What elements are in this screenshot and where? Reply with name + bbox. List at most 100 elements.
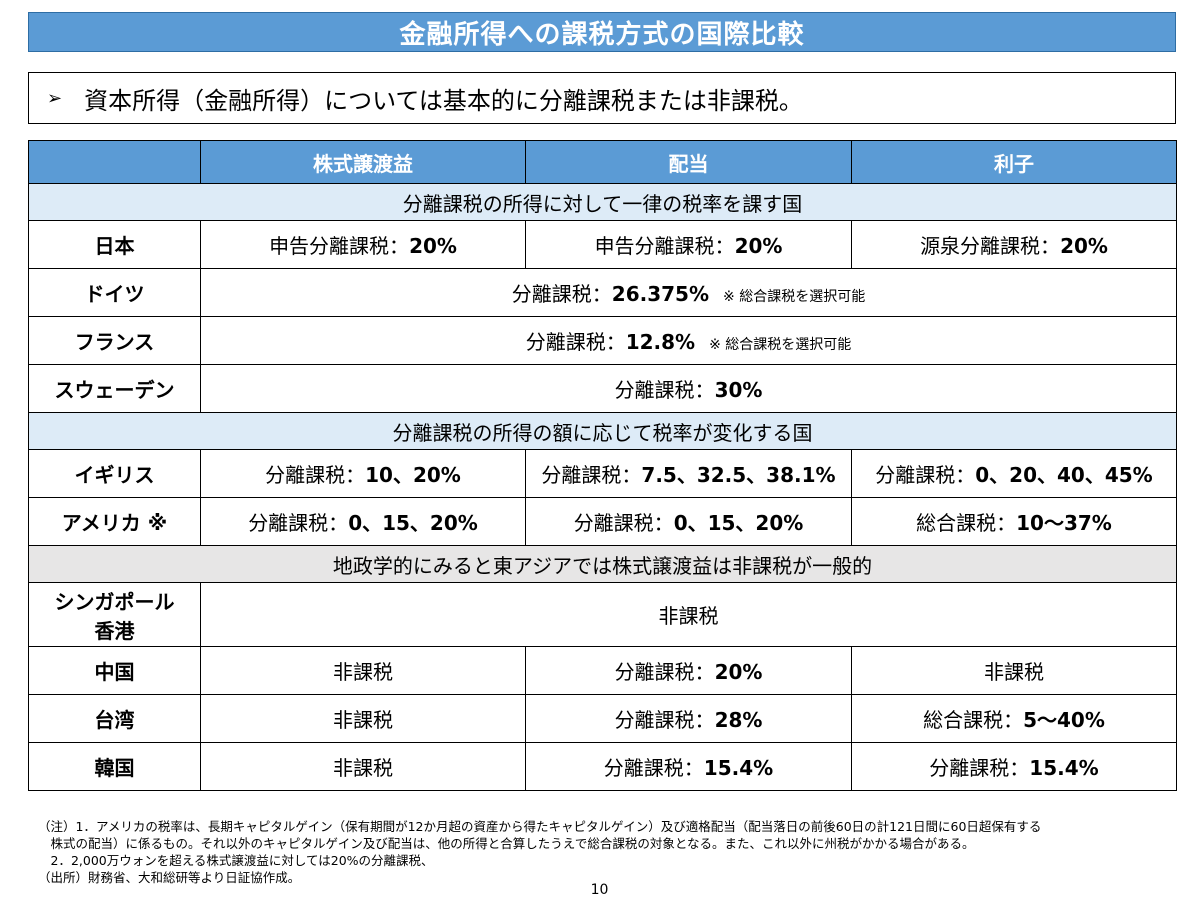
summary-text: 資本所得（金融所得）については基本的に分離課税または非課税。 — [84, 86, 803, 115]
cell-japan-gains: 申告分離課税：20% — [200, 220, 526, 269]
section-row-progressive: 分離課税の所得の額に応じて税率が変化する国 — [28, 412, 1177, 450]
footnote-line: （出所）財務省、大和総研等より日証協作成。 — [38, 870, 301, 885]
header-empty — [28, 140, 201, 184]
table-row-korea: 韓国 非課税 分離課税：15.4% 分離課税：15.4% — [28, 742, 1177, 791]
cell-rate: 30% — [714, 378, 763, 402]
country-japan: 日本 — [28, 220, 201, 269]
country-uk: イギリス — [28, 449, 201, 498]
section-row-flat: 分離課税の所得に対して一律の税率を課す国 — [28, 183, 1177, 221]
country-sg-hk: シンガポール 香港 — [28, 582, 201, 647]
cell-japan-dividends: 申告分離課税：20% — [525, 220, 852, 269]
cell-korea-dividends: 分離課税：15.4% — [525, 742, 852, 791]
footnote-line: 2．2,000万ウォンを超える株式譲渡益に対しては20%の分離課税、 — [38, 853, 434, 868]
country-taiwan: 台湾 — [28, 694, 201, 743]
cell-germany: 分離課税：26.375% ※ 総合課税を選択可能 — [200, 268, 1177, 317]
cell-sg-hk: 非課税 — [200, 582, 1177, 647]
footnote-line: 株式の配当）に係るもの。それ以外のキャピタルゲイン及び配当は、他の所得と合算した… — [38, 836, 975, 851]
cell-label: 総合課税： — [916, 511, 1017, 535]
cell-japan-interest: 源泉分離課税：20% — [851, 220, 1177, 269]
cell-china-dividends: 分離課税：20% — [525, 646, 852, 695]
cell-label: 分離課税： — [614, 708, 715, 732]
section-label-progressive: 分離課税の所得の額に応じて税率が変化する国 — [28, 412, 1177, 450]
country-china: 中国 — [28, 646, 201, 695]
cell-taiwan-interest: 総合課税：5〜40% — [851, 694, 1177, 743]
footnotes: （注）1．アメリカの税率は、長期キャピタルゲイン（保有期間が12か月超の資産から… — [38, 818, 1178, 886]
cell-label: 源泉分離課税： — [920, 234, 1061, 258]
section-label-flat: 分離課税の所得に対して一律の税率を課す国 — [28, 183, 1177, 221]
country-usa: アメリカ ※ — [28, 497, 201, 546]
cell-rate: 28% — [714, 708, 763, 732]
cell-korea-gains: 非課税 — [200, 742, 526, 791]
cell-china-gains: 非課税 — [200, 646, 526, 695]
cell-label: 分離課税： — [541, 463, 642, 487]
cell-label: 分離課税： — [614, 378, 715, 402]
cell-usa-gains: 分離課税：0、15、20% — [200, 497, 526, 546]
page-title: 金融所得への課税方式の国際比較 — [399, 19, 805, 50]
cell-rate: 10〜37% — [1016, 511, 1112, 535]
cell-france: 分離課税：12.8% ※ 総合課税を選択可能 — [200, 316, 1177, 365]
table-row-sweden: スウェーデン 分離課税：30% — [28, 364, 1177, 413]
cell-label: 分離課税： — [614, 660, 715, 684]
cell-rate: 20% — [1060, 234, 1108, 258]
cell-usa-interest: 総合課税：10〜37% — [851, 497, 1177, 546]
cell-rate: 0、20、40、45% — [975, 463, 1153, 487]
table-row-france: フランス 分離課税：12.8% ※ 総合課税を選択可能 — [28, 316, 1177, 365]
cell-usa-dividends: 分離課税：0、15、20% — [525, 497, 852, 546]
country-germany: ドイツ — [28, 268, 201, 317]
table-row-taiwan: 台湾 非課税 分離課税：28% 総合課税：5〜40% — [28, 694, 1177, 743]
cell-taiwan-dividends: 分離課税：28% — [525, 694, 852, 743]
cell-label: 分離課税： — [603, 756, 704, 780]
cell-rate: 20% — [734, 234, 783, 258]
cell-rate: 26.375% — [611, 282, 710, 306]
cell-sweden: 分離課税：30% — [200, 364, 1177, 413]
cell-rate: 10、20% — [365, 463, 461, 487]
cell-label: 分離課税： — [265, 463, 366, 487]
header-dividends: 配当 — [525, 140, 852, 184]
footnote-line: （注）1．アメリカの税率は、長期キャピタルゲイン（保有期間が12か月超の資産から… — [38, 819, 1042, 834]
header-interest: 利子 — [851, 140, 1177, 184]
arrow-bullet-icon: ➢ — [47, 87, 63, 109]
cell-label: 申告分離課税： — [269, 234, 410, 258]
country-korea: 韓国 — [28, 742, 201, 791]
cell-label: 分離課税： — [511, 282, 612, 306]
cell-label: 総合課税： — [923, 708, 1024, 732]
table-header-row: 株式譲渡益 配当 利子 — [28, 140, 1177, 184]
cell-label: 分離課税： — [248, 511, 349, 535]
cell-rate: 20% — [714, 660, 763, 684]
cell-uk-dividends: 分離課税：7.5、32.5、38.1% — [525, 449, 852, 498]
cell-uk-gains: 分離課税：10、20% — [200, 449, 526, 498]
cell-label: 分離課税： — [573, 511, 674, 535]
cell-label: 分離課税： — [875, 463, 976, 487]
country-france: フランス — [28, 316, 201, 365]
country-singapore: シンガポール — [54, 589, 175, 614]
country-hongkong: 香港 — [94, 618, 135, 643]
section-label-east-asia: 地政学的にみると東アジアでは株式譲渡益は非課税が一般的 — [28, 545, 1177, 583]
cell-rate: 7.5、32.5、38.1% — [641, 463, 836, 487]
cell-label: 申告分離課税： — [594, 234, 735, 258]
cell-label: 分離課税： — [929, 756, 1030, 780]
table-row-sg-hk: シンガポール 香港 非課税 — [28, 582, 1177, 647]
cell-rate: 5〜40% — [1023, 708, 1105, 732]
comparison-table: 株式譲渡益 配当 利子 分離課税の所得に対して一律の税率を課す国 日本 申告分離… — [28, 140, 1177, 791]
table-row-germany: ドイツ 分離課税：26.375% ※ 総合課税を選択可能 — [28, 268, 1177, 317]
cell-note: ※ 総合課税を選択可能 — [723, 289, 866, 305]
cell-taiwan-gains: 非課税 — [200, 694, 526, 743]
cell-korea-interest: 分離課税：15.4% — [851, 742, 1177, 791]
cell-note: ※ 総合課税を選択可能 — [709, 337, 852, 353]
table-row-japan: 日本 申告分離課税：20% 申告分離課税：20% 源泉分離課税：20% — [28, 220, 1177, 269]
cell-rate: 15.4% — [1029, 756, 1099, 780]
section-row-east-asia: 地政学的にみると東アジアでは株式譲渡益は非課税が一般的 — [28, 545, 1177, 583]
cell-label: 分離課税： — [525, 330, 626, 354]
cell-china-interest: 非課税 — [851, 646, 1177, 695]
header-capital-gains: 株式譲渡益 — [200, 140, 526, 184]
table-row-china: 中国 非課税 分離課税：20% 非課税 — [28, 646, 1177, 695]
page-number: 10 — [590, 882, 609, 898]
title-bar: 金融所得への課税方式の国際比較 — [28, 12, 1176, 52]
cell-rate: 0、15、20% — [348, 511, 478, 535]
country-sweden: スウェーデン — [28, 364, 201, 413]
cell-rate: 15.4% — [703, 756, 774, 780]
table-row-uk: イギリス 分離課税：10、20% 分離課税：7.5、32.5、38.1% 分離課… — [28, 449, 1177, 498]
summary-box: ➢ 資本所得（金融所得）については基本的に分離課税または非課税。 — [28, 72, 1176, 124]
cell-uk-interest: 分離課税：0、20、40、45% — [851, 449, 1177, 498]
table-row-usa: アメリカ ※ 分離課税：0、15、20% 分離課税：0、15、20% 総合課税：… — [28, 497, 1177, 546]
